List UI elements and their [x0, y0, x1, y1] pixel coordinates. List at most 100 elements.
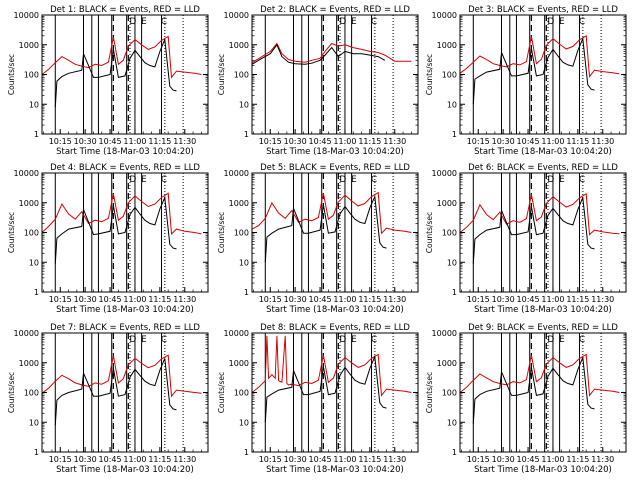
y-axis-label: Counts/sec	[425, 212, 434, 253]
marker-label: D	[547, 335, 554, 345]
x-tick-label: 10:45	[517, 137, 540, 146]
x-axis-label: Start Time (18-Mar-03 10:04:20)	[474, 305, 612, 315]
y-tick-label: 1	[34, 448, 39, 457]
panel-title: Det 7: BLACK = Events, RED = LLD	[50, 323, 200, 333]
x-tick-label: 10:45	[99, 455, 122, 464]
detector-panel-5: Det 5: BLACK = Events, RED = LLD D E C 1 10 10…	[217, 163, 419, 315]
events-series-line	[472, 197, 595, 264]
y-tick-label: 10	[29, 418, 39, 427]
x-tick-label: 10:45	[99, 295, 122, 304]
y-tick-label: 1	[244, 448, 249, 457]
detector-panel-9: Det 9: BLACK = Events, RED = LLD D E C 1 10 10…	[425, 323, 627, 475]
x-tick-label: 10:45	[309, 455, 332, 464]
x-axis-label: Start Time (18-Mar-03 10:04:20)	[474, 147, 612, 157]
x-tick-label: 10:45	[309, 137, 332, 146]
y-tick-label: 10000	[14, 169, 39, 178]
y-tick-label: 100	[442, 229, 457, 238]
y-tick-label: 1000	[19, 359, 39, 368]
x-tick-label: 10:45	[517, 295, 540, 304]
y-tick-label: 1	[244, 288, 249, 297]
y-tick-label: 100	[442, 389, 457, 398]
marker-label: E	[351, 17, 357, 27]
marker-label: C	[161, 17, 167, 27]
y-tick-label: 10	[29, 100, 39, 109]
marker-label: E	[351, 175, 357, 185]
x-tick-label: 11:00	[333, 137, 356, 146]
y-axis-label: Counts/sec	[425, 372, 434, 413]
lld-series-line	[251, 42, 412, 64]
x-tick-label: 11:00	[541, 137, 564, 146]
lld-series-line	[251, 335, 412, 397]
x-tick-label: 11:15	[148, 295, 171, 304]
x-tick-label: 11:00	[333, 295, 356, 304]
y-tick-label: 10000	[14, 11, 39, 20]
detector-panel-7: Det 7: BLACK = Events, RED = LLD D E C 1 10 10…	[7, 323, 209, 475]
x-tick-label: 10:30	[284, 137, 307, 146]
x-tick-label: 11:00	[333, 455, 356, 464]
lld-series-line	[459, 34, 620, 78]
marker-label: E	[141, 17, 147, 27]
detector-panel-8: Det 8: BLACK = Events, RED = LLD D E C 1 10 10…	[217, 323, 419, 475]
panel-title: Det 9: BLACK = Events, RED = LLD	[468, 323, 618, 333]
x-tick-label: 10:45	[309, 295, 332, 304]
y-tick-label: 1000	[229, 199, 249, 208]
x-tick-label: 10:30	[284, 455, 307, 464]
y-tick-label: 1000	[229, 41, 249, 50]
marker-label: C	[579, 335, 585, 345]
panel-title: Det 8: BLACK = Events, RED = LLD	[260, 323, 410, 333]
x-tick-label: 11:30	[173, 455, 196, 464]
marker-label: C	[371, 175, 377, 185]
y-tick-label: 1	[34, 288, 39, 297]
x-axis-label: Start Time (18-Mar-03 10:04:20)	[56, 465, 194, 475]
detector-panel-1: Det 1: BLACK = Events, RED = LLD D E C 1 10 10…	[7, 5, 209, 157]
marker-label: E	[351, 335, 357, 345]
lld-series-line	[41, 192, 202, 235]
marker-label: C	[161, 175, 167, 185]
x-tick-label: 10:30	[492, 137, 515, 146]
x-tick-label: 10:30	[492, 455, 515, 464]
events-series-line	[472, 357, 595, 424]
events-series-line	[264, 354, 387, 423]
x-tick-label: 10:30	[74, 455, 97, 464]
x-tick-label: 11:15	[566, 295, 589, 304]
y-tick-label: 100	[234, 389, 249, 398]
y-tick-label: 10	[239, 258, 249, 267]
x-tick-label: 10:45	[517, 455, 540, 464]
marker-label: D	[547, 17, 554, 27]
y-tick-label: 1000	[19, 41, 39, 50]
marker-label: D	[129, 175, 136, 185]
y-axis-label: Counts/sec	[7, 54, 16, 95]
marker-label: E	[559, 175, 565, 185]
y-tick-label: 100	[234, 229, 249, 238]
x-tick-label: 10:15	[467, 295, 490, 304]
y-axis-label: Counts/sec	[217, 372, 226, 413]
y-tick-label: 10	[29, 258, 39, 267]
y-tick-label: 10000	[432, 169, 457, 178]
y-tick-label: 100	[24, 229, 39, 238]
x-tick-label: 11:15	[566, 455, 589, 464]
panel-title: Det 6: BLACK = Events, RED = LLD	[468, 163, 618, 173]
lld-series-line	[41, 35, 202, 79]
panel-title: Det 1: BLACK = Events, RED = LLD	[50, 5, 200, 15]
x-tick-label: 10:30	[74, 295, 97, 304]
lld-series-line	[459, 353, 620, 397]
panel-title: Det 3: BLACK = Events, RED = LLD	[468, 5, 618, 15]
y-tick-label: 1000	[437, 359, 457, 368]
x-tick-label: 10:30	[492, 295, 515, 304]
x-tick-label: 11:00	[541, 455, 564, 464]
plot-frame	[251, 14, 419, 135]
x-axis-label: Start Time (18-Mar-03 10:04:20)	[56, 147, 194, 157]
x-tick-label: 11:15	[148, 137, 171, 146]
y-tick-label: 1000	[19, 199, 39, 208]
x-tick-label: 10:45	[99, 137, 122, 146]
marker-label: D	[129, 335, 136, 345]
x-tick-label: 11:30	[383, 295, 406, 304]
x-tick-label: 11:15	[358, 455, 381, 464]
marker-label: D	[129, 17, 136, 27]
x-tick-label: 11:30	[173, 137, 196, 146]
events-series-line	[472, 36, 595, 105]
y-tick-label: 1	[34, 130, 39, 139]
x-tick-label: 10:15	[467, 455, 490, 464]
x-tick-label: 11:15	[566, 137, 589, 146]
lld-series-line	[459, 192, 620, 236]
